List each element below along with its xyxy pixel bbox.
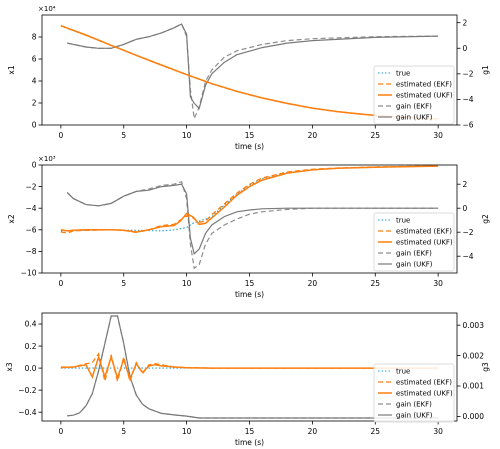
x-tick-label: 30 (433, 279, 443, 288)
y2-axis-label: g2 (481, 214, 490, 224)
x-axis-label: time (s) (235, 290, 264, 299)
y2-tick-label: 0.003 (463, 321, 485, 330)
y-tick-label: 8 (32, 33, 37, 42)
x-tick-label: 30 (433, 131, 443, 140)
x-tick-label: 5 (121, 279, 126, 288)
y-tick-label: −2 (25, 182, 36, 191)
subplot-3: 0 5 10 15 20 25 30 −0.4 −0.2 0.0 0.2 0.4 0.000 0.001 0… (5, 312, 490, 447)
y-tick-label: −10 (21, 269, 37, 278)
series-line-estimated-ukf (60, 165, 439, 233)
y2-tick-label: −4 (463, 252, 474, 261)
series-line-gain-ukf (67, 315, 439, 419)
x-tick-label: 25 (370, 279, 380, 288)
legend-label-true: true (396, 217, 410, 225)
x-tick-label: 25 (370, 427, 380, 436)
legend-label-estimated-ukf: estimated (UKF) (396, 239, 453, 247)
x-tick-label: 20 (308, 131, 318, 140)
x-tick-label: 15 (245, 279, 255, 288)
y2-tick-label: 0 (463, 44, 468, 53)
y2-tick-label: 0.000 (463, 412, 485, 421)
x-tick-label: 20 (308, 279, 318, 288)
x-tick-label: 10 (182, 131, 192, 140)
plot-area (60, 315, 439, 419)
y2-tick-label: 2 (463, 180, 468, 189)
subplot-2: 0 5 10 15 20 25 30 −10 −8 −6 −4 −2 0 −4 −2 0 2 ×10³ time (… (7, 155, 490, 299)
y2-tick-label: 0.001 (463, 382, 485, 391)
y2-tick-label: −4 (463, 95, 474, 104)
x-tick-label: 25 (370, 131, 380, 140)
y-tick-label: 4 (32, 77, 37, 86)
x-tick-label: 15 (245, 427, 255, 436)
y2-tick-label: −6 (463, 121, 474, 130)
x-axis-label: time (s) (235, 142, 264, 151)
legend-label-gain-ukf: gain (UKF) (396, 114, 433, 122)
legend-label-estimated-ekf: estimated (EKF) (396, 81, 452, 89)
legend-label-true: true (396, 368, 410, 376)
x-tick-label: 30 (433, 427, 443, 436)
legend: true estimated (EKF) estimated (UKF) gain (… (373, 363, 455, 423)
plot-area (60, 165, 439, 270)
x-tick-label: 0 (58, 131, 63, 140)
legend: true estimated (EKF) estimated (UKF) gain (… (373, 65, 455, 125)
y-offset-label: ×10³ (38, 155, 56, 163)
x-tick-label: 5 (121, 131, 126, 140)
y-axis-label: x2 (7, 214, 16, 223)
series-line-estimated-ukf (60, 354, 439, 382)
legend-label-gain-ekf: gain (EKF) (396, 103, 432, 111)
y2-axis-label: g3 (481, 362, 490, 372)
legend-box (373, 65, 455, 125)
y-tick-label: −4 (25, 204, 36, 213)
y-tick-label: −8 (25, 247, 36, 256)
y-tick-label: 0.4 (25, 320, 37, 329)
y2-axis-label: g1 (481, 65, 490, 75)
y-offset-label: ×10⁴ (38, 5, 56, 13)
y-tick-label: 0.2 (25, 342, 37, 351)
x-tick-label: 15 (245, 131, 255, 140)
legend-label-gain-ukf: gain (UKF) (396, 261, 433, 269)
y-axis-label: x1 (7, 65, 16, 74)
legend-label-estimated-ekf: estimated (EKF) (396, 379, 452, 387)
legend-label-gain-ekf: gain (EKF) (396, 250, 432, 258)
y2-tick-label: 0.002 (463, 351, 485, 360)
legend: true estimated (EKF) estimated (UKF) gain (… (373, 212, 455, 272)
x-tick-label: 5 (121, 427, 126, 436)
y-tick-label: 2 (32, 99, 37, 108)
y2-tick-label: −2 (463, 228, 474, 237)
x-tick-label: 10 (182, 279, 192, 288)
subplot-1: 0 5 10 15 20 25 30 0 2 4 6 8 −6 −4 −2 0 2 ×10⁴ time (s) x1 g… (7, 5, 490, 151)
y-tick-label: 0.0 (25, 364, 37, 373)
x-tick-label: 20 (308, 427, 318, 436)
y-tick-label: −0.4 (18, 408, 36, 417)
legend-label-gain-ekf: gain (EKF) (396, 401, 432, 409)
legend-label-true: true (396, 70, 410, 78)
legend-label-estimated-ekf: estimated (EKF) (396, 228, 452, 236)
x-tick-label: 10 (182, 427, 192, 436)
series-line-gain-ukf (67, 23, 439, 110)
y-tick-label: −0.2 (18, 386, 36, 395)
legend-label-estimated-ukf: estimated (UKF) (396, 390, 453, 398)
y2-tick-label: 2 (463, 18, 468, 27)
y2-tick-label: 0 (463, 204, 468, 213)
legend-box (373, 363, 455, 423)
x-tick-label: 0 (58, 279, 63, 288)
legend-label-estimated-ukf: estimated (UKF) (396, 92, 453, 100)
legend-box (373, 212, 455, 272)
y-axis-label: x3 (5, 362, 14, 371)
y2-tick-label: −2 (463, 70, 474, 79)
legend-label-gain-ukf: gain (UKF) (396, 412, 433, 420)
series-line-gain-ukf (66, 183, 439, 255)
y-tick-label: −6 (25, 226, 36, 235)
y-tick-label: 0 (32, 121, 37, 130)
y-tick-label: 6 (32, 55, 37, 64)
y-tick-label: 0 (32, 161, 37, 170)
x-tick-label: 0 (58, 427, 63, 436)
x-axis-label: time (s) (235, 438, 264, 447)
